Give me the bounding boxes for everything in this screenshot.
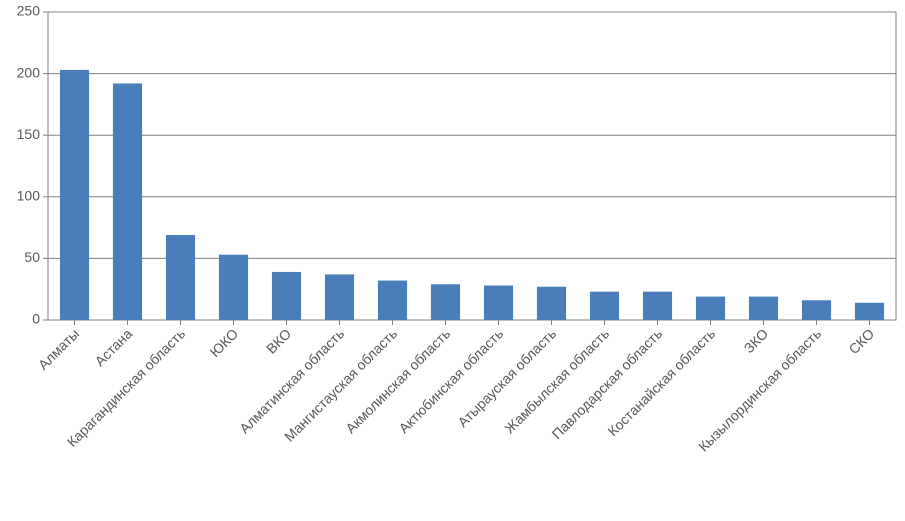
bar (219, 255, 248, 320)
bar (113, 83, 142, 320)
bar (855, 303, 884, 320)
y-tick-label: 150 (17, 126, 41, 142)
bar (431, 284, 460, 320)
bar (325, 274, 354, 320)
bar (590, 292, 619, 320)
bar (537, 287, 566, 320)
y-tick-label: 0 (32, 311, 40, 327)
y-tick-label: 50 (24, 249, 40, 265)
bar (484, 286, 513, 320)
bar (802, 300, 831, 320)
bar (378, 281, 407, 320)
bar (696, 297, 725, 320)
y-tick-label: 100 (17, 188, 41, 204)
bar-chart: 050100150200250АлматыАстанаКарагандинска… (0, 0, 905, 521)
bar (60, 70, 89, 320)
y-tick-label: 200 (17, 64, 41, 80)
bar (166, 235, 195, 320)
bar (749, 297, 778, 320)
y-tick-label: 250 (17, 3, 41, 19)
chart-svg: 050100150200250АлматыАстанаКарагандинска… (0, 0, 905, 521)
bar (643, 292, 672, 320)
bar (272, 272, 301, 320)
